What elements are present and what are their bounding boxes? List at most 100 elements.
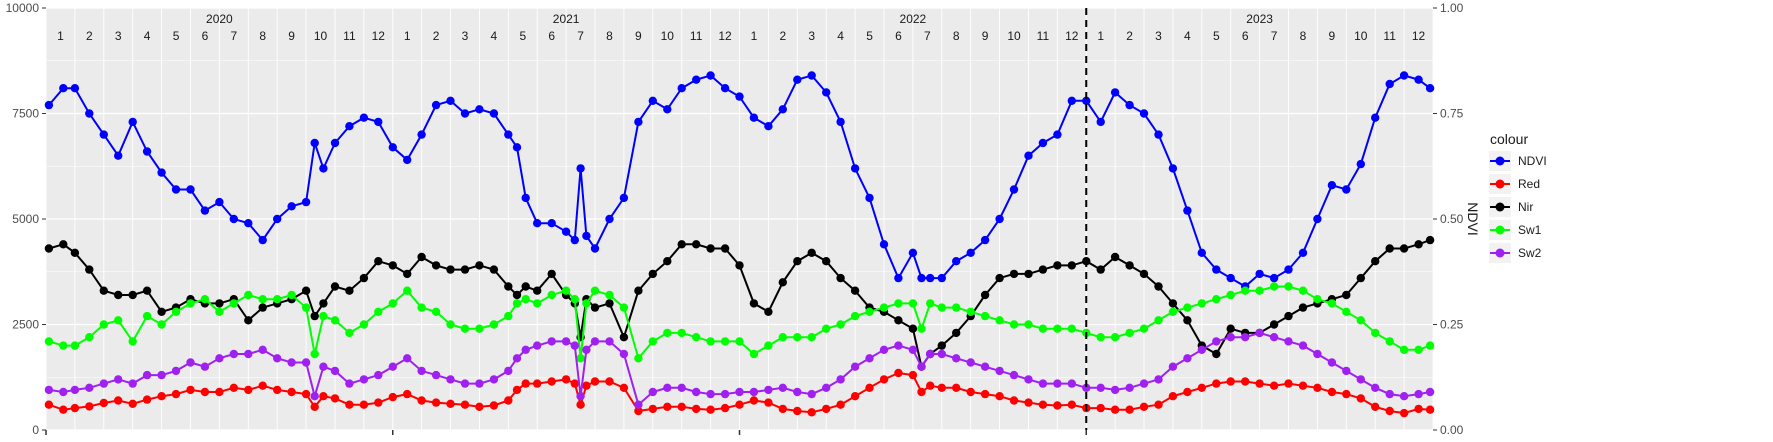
data-point [995,316,1004,325]
data-point [1168,392,1178,401]
data-point [1154,316,1163,325]
data-point [980,290,990,300]
data-point [1298,381,1308,390]
data-point [1038,379,1048,388]
data-point [1096,333,1105,342]
series-layer [44,71,1435,418]
data-point [1226,290,1235,300]
data-point [388,362,397,371]
data-point [200,362,210,371]
data-point [619,333,629,342]
data-point [475,379,484,388]
data-point [1125,383,1134,392]
data-point [1399,408,1409,418]
data-point [836,117,845,127]
data-point [822,257,831,266]
data-point [793,406,802,416]
data-point [319,299,328,308]
data-point [836,375,845,384]
data-point [793,387,802,397]
data-point [446,265,455,274]
data-point [417,396,426,405]
data-point [1154,400,1163,409]
data-point [512,143,522,152]
data-point [319,362,328,371]
data-point [431,398,441,407]
data-point [926,349,935,359]
data-point [431,370,441,380]
data-point [706,405,715,414]
data-point [229,299,238,308]
data-point [388,299,397,308]
series-red [44,368,1435,418]
data-point [850,286,860,295]
data-point [489,109,499,118]
data-point [1356,159,1366,169]
data-point [1425,405,1435,414]
data-point [229,214,238,224]
data-point [648,269,657,279]
left-tick-label: 5000 [12,212,39,226]
data-point [706,71,715,80]
data-point [287,358,296,367]
data-point [417,366,426,376]
data-point [1009,185,1019,194]
data-point [677,383,686,392]
data-point [533,341,542,350]
data-point [359,273,369,283]
data-point [157,370,166,380]
data-point [431,307,441,316]
data-point [1024,151,1033,160]
data-point [301,197,311,207]
data-point [460,109,470,118]
data-point [1067,324,1077,333]
legend-item-sw1: Sw1 [1489,220,1542,240]
data-point [908,299,918,308]
data-point [489,320,499,329]
data-point [258,295,267,304]
data-point [1110,385,1120,395]
data-point [446,399,455,408]
data-point [59,405,68,414]
data-point [1009,396,1019,405]
data-point [244,316,253,325]
data-point [1197,248,1207,257]
data-point [720,389,730,399]
right-tick-label: 0.00 [1440,423,1464,437]
data-point [1110,333,1120,342]
month-label: 1 [404,29,411,43]
data-point [157,392,166,401]
month-label: 3 [115,29,122,43]
data-point [446,96,455,106]
month-label: 8 [606,29,613,43]
data-point [1082,383,1091,392]
data-point [605,337,614,346]
data-point [1067,379,1077,388]
axes: 0 2500 5000 7500 10000 0.00 0.25 0.50 0.75 1.00 [6,1,1464,437]
data-point [310,402,319,411]
data-point [1226,273,1235,283]
data-point [1255,379,1264,388]
data-point [1385,244,1394,253]
data-point [310,138,319,148]
data-point [1096,265,1105,274]
data-point [807,389,816,399]
data-point [1110,405,1120,414]
data-point [319,164,328,173]
month-label: 8 [1300,29,1307,43]
year-label: 2020 [206,12,233,26]
data-point [850,164,860,173]
data-point [460,400,470,409]
data-point [287,387,296,397]
data-point [634,117,643,127]
month-label: 8 [953,29,960,43]
data-point [1226,333,1235,342]
data-point [634,354,643,363]
data-point [1024,320,1033,329]
data-point [1356,273,1366,283]
month-label: 4 [837,29,844,43]
data-point [1067,261,1077,270]
legend-label: Sw2 [1518,246,1542,260]
data-point [157,168,166,177]
data-point [128,337,137,346]
